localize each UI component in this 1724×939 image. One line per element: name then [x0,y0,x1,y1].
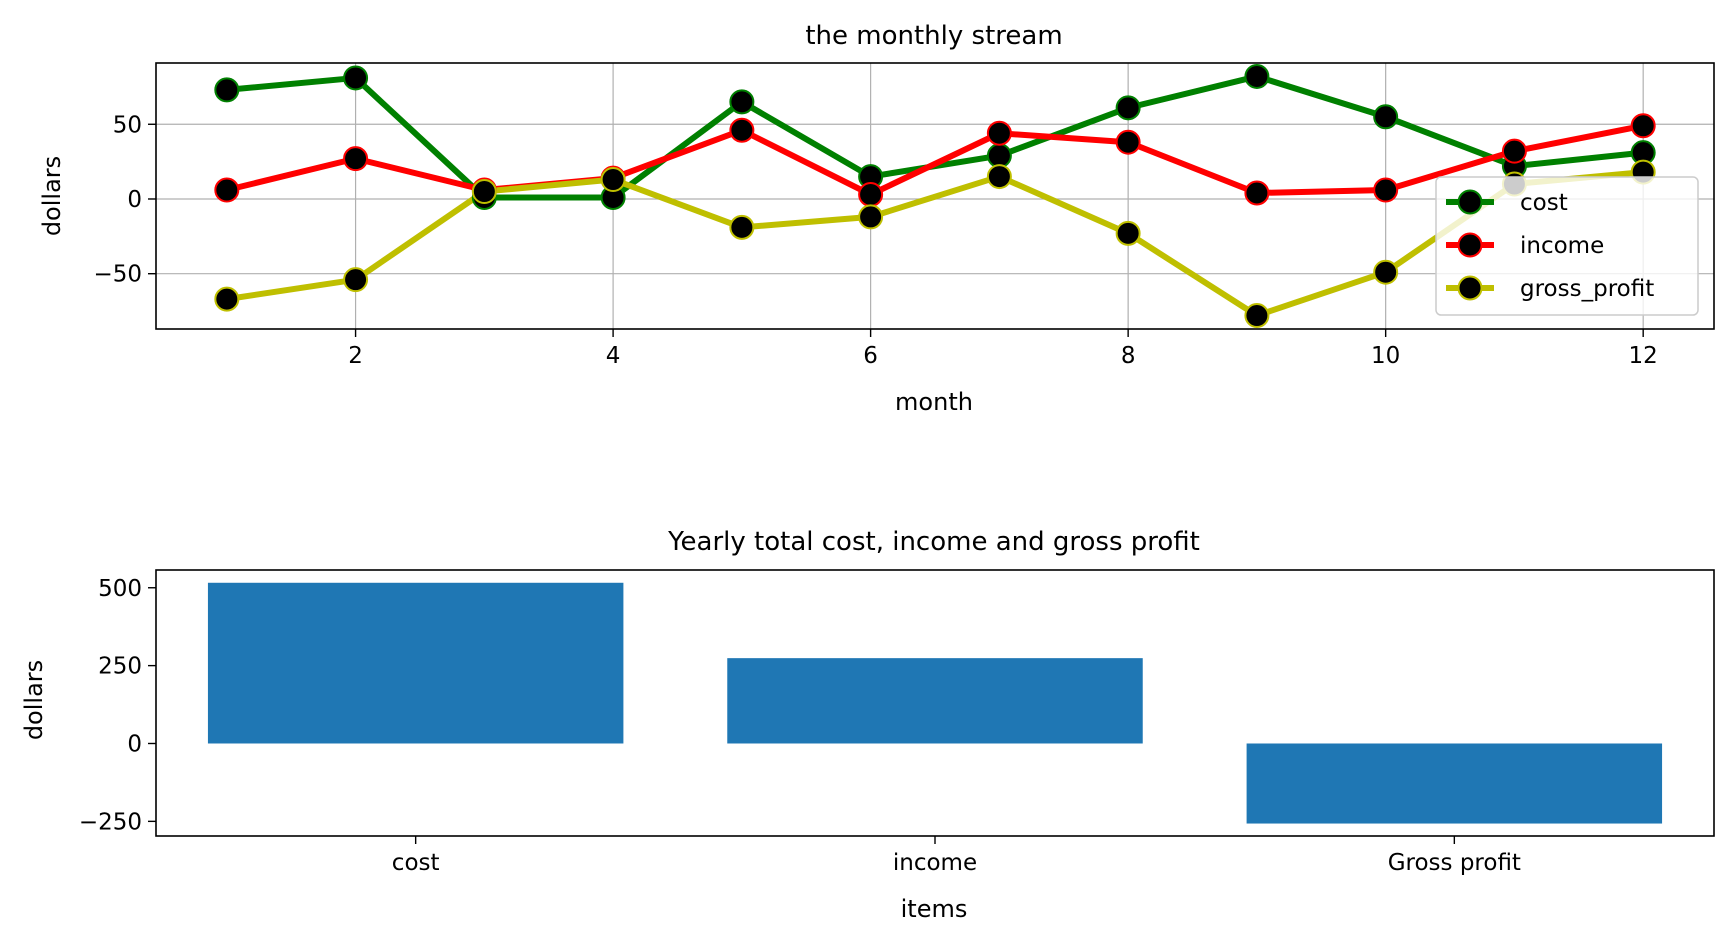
y-tick-label: 0 [127,731,142,757]
point-cost [343,65,369,91]
series-line-income [226,122,1644,198]
point-income [1244,180,1270,206]
legend-item-cost: cost [1446,189,1568,216]
point-gross_profit [1244,303,1270,329]
y-tick-label: 50 [113,112,142,138]
legend-label: cost [1520,190,1568,216]
point-income [1373,177,1399,203]
point-cost [729,89,755,115]
x-tick-label: 2 [348,343,363,369]
series-markers [214,63,1656,329]
point-cost [1244,63,1270,89]
x-axis-label: items [901,895,968,923]
x-tick-label: cost [392,850,440,876]
y-axis-ticks: −250 0 250 500 [79,576,156,835]
series-lines [226,73,1644,319]
x-tick-label: 10 [1371,343,1400,369]
x-tick-label: income [893,850,977,876]
point-gross_profit [986,164,1012,190]
point-gross_profit [1115,220,1141,246]
point-gross_profit [214,286,240,312]
point-cost [986,143,1012,169]
legend-item-income: income [1446,232,1604,259]
x-tick-label: 6 [863,343,878,369]
bar-gross-profit [1246,743,1663,824]
legend-marker [1457,232,1483,258]
legend-frame [1435,176,1699,316]
x-axis-ticks: 2 4 6 8 10 12 [348,329,1658,369]
legend-item-gross_profit: gross_profit [1446,275,1654,302]
y-axis-label: dollars [20,660,48,740]
chart-title: Yearly total cost, income and gross prof… [667,527,1200,557]
y-tick-label: 500 [98,576,142,602]
point-gross_profit [471,179,497,205]
x-axis-label: month [895,388,973,416]
y-axis-label: dollars [38,156,66,236]
point-income [1630,113,1656,139]
point-cost [214,77,240,103]
chart-title: the monthly stream [805,21,1062,51]
legend-marker [1457,275,1483,301]
point-income [1115,129,1141,155]
point-income [343,146,369,172]
point-gross_profit [729,214,755,240]
line-chart: the monthly stream 2 4 6 8 10 12 −50 0 50 month… [38,21,1715,416]
point-cost [1373,104,1399,130]
point-cost [1115,95,1141,121]
bars [207,582,1663,824]
x-tick-label: 4 [606,343,621,369]
point-gross_profit [343,267,369,293]
y-axis-ticks: −50 0 50 [93,112,156,288]
point-income [729,117,755,143]
x-axis-ticks: cost income Gross profit [392,836,1521,876]
legend-marker [1457,189,1483,215]
bar-cost [207,582,624,744]
bar-chart: Yearly total cost, income and gross prof… [20,527,1715,923]
y-tick-label: 0 [127,187,142,213]
x-tick-label: 12 [1629,343,1658,369]
plot-frame [155,62,1715,330]
y-tick-label: 250 [98,654,142,680]
x-tick-label: Gross profit [1388,850,1521,876]
point-income [986,120,1012,146]
point-income [1501,138,1527,164]
point-income [858,182,884,208]
legend-label: gross_profit [1520,276,1654,302]
point-gross_profit [1373,259,1399,285]
legend-label: income [1520,233,1604,259]
bar-income [727,658,1143,744]
y-tick-label: −250 [79,809,142,835]
point-gross_profit [600,167,626,193]
point-income [214,177,240,203]
x-tick-label: 8 [1121,343,1136,369]
point-gross_profit [858,204,884,230]
y-tick-label: −50 [93,262,142,288]
series-line-gross_profit [226,169,1644,319]
legend: cost income gross_profit [1435,176,1699,316]
